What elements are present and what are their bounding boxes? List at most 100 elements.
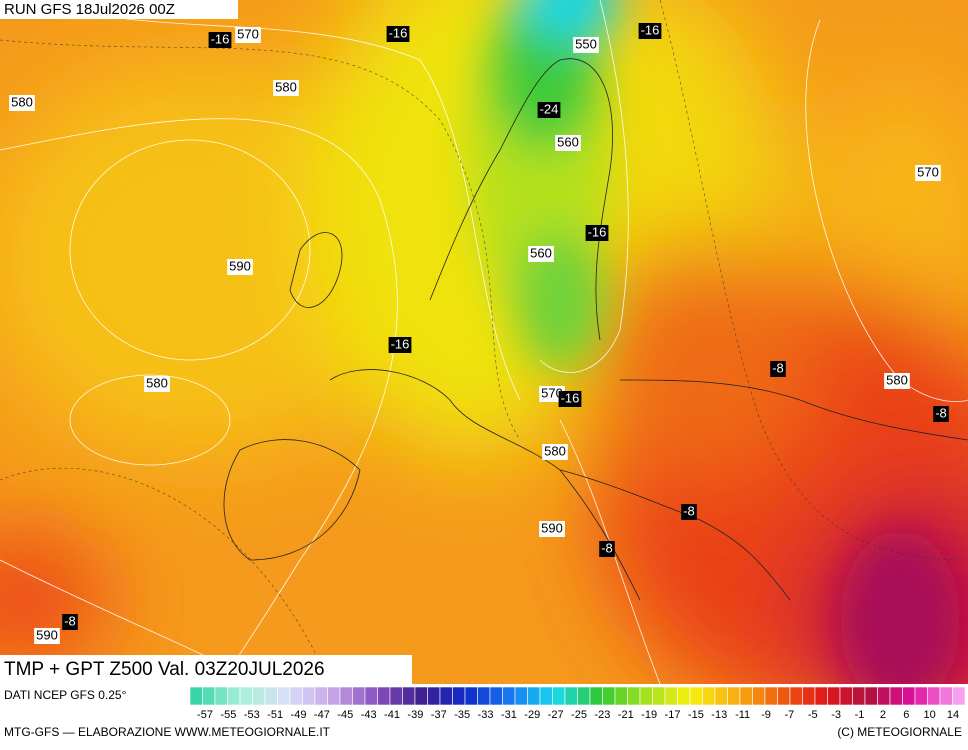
scale-swatch xyxy=(389,686,403,706)
scale-swatch xyxy=(914,686,928,706)
height-label: 580 xyxy=(11,94,33,109)
scale-label: -17 xyxy=(665,709,681,721)
scale-label: -27 xyxy=(548,709,564,721)
label-box xyxy=(585,225,609,241)
scale-swatch xyxy=(589,686,603,706)
scale-swatch xyxy=(814,686,828,706)
scale-swatch xyxy=(939,686,953,706)
scale-swatch xyxy=(664,686,678,706)
scale-label: -51 xyxy=(267,709,283,721)
scale-label: -37 xyxy=(431,709,447,721)
scale-swatch xyxy=(539,686,553,706)
scale-swatch xyxy=(489,686,503,706)
temperature-label: -8 xyxy=(601,540,613,555)
height-label: 590 xyxy=(36,627,58,642)
scale-swatch xyxy=(252,686,266,706)
height-label: 550 xyxy=(575,36,597,51)
label-box xyxy=(235,27,261,43)
height-label: 570 xyxy=(541,385,563,400)
scale-swatch xyxy=(327,686,341,706)
label-box xyxy=(227,259,253,275)
scale-swatch xyxy=(402,686,416,706)
scale-swatch xyxy=(564,686,578,706)
source-label: DATI NCEP GFS 0.25° xyxy=(4,688,127,702)
scale-swatch xyxy=(789,686,803,706)
height-label: 580 xyxy=(275,79,297,94)
scale-swatch xyxy=(852,686,866,706)
scale-swatch xyxy=(639,686,653,706)
scale-swatch xyxy=(827,686,841,706)
scale-swatch xyxy=(889,686,903,706)
scale-label: 14 xyxy=(947,709,959,721)
temperature-label: -16 xyxy=(391,336,410,351)
scale-label: -35 xyxy=(454,709,470,721)
scale-swatch xyxy=(714,686,728,706)
scale-label: 10 xyxy=(924,709,936,721)
scale-swatch xyxy=(339,686,353,706)
label-box xyxy=(144,376,170,392)
scale-label: -23 xyxy=(594,709,610,721)
scale-swatch xyxy=(752,686,766,706)
scale-swatch xyxy=(227,686,241,706)
temperature-label: -16 xyxy=(588,224,607,239)
scale-label: -31 xyxy=(501,709,517,721)
scale-swatch xyxy=(439,686,453,706)
scale-label: -7 xyxy=(784,709,794,721)
temperature-label: -24 xyxy=(540,101,559,116)
height-label: 590 xyxy=(541,520,563,535)
scale-swatch xyxy=(627,686,641,706)
temperature-label: -8 xyxy=(64,613,76,628)
scale-swatch xyxy=(452,686,466,706)
label-box xyxy=(599,541,615,557)
scale-swatch xyxy=(927,686,941,706)
scale-label: -15 xyxy=(688,709,704,721)
label-box xyxy=(537,102,561,118)
scale-label: -33 xyxy=(478,709,494,721)
label-box xyxy=(9,95,35,111)
label-box xyxy=(386,26,410,42)
label-box xyxy=(770,361,786,377)
scale-label: -45 xyxy=(337,709,353,721)
label-box xyxy=(539,521,565,537)
label-box xyxy=(558,391,582,407)
label-box xyxy=(273,80,299,96)
label-box xyxy=(542,444,568,460)
scale-label: -57 xyxy=(197,709,213,721)
temperature-label: -16 xyxy=(641,22,660,37)
scale-swatch xyxy=(477,686,491,706)
scale-label: -55 xyxy=(220,709,236,721)
contour-labels: -16 570 -16550-16580580-24560570-16560590-… xyxy=(9,22,949,644)
scale-label: -21 xyxy=(618,709,634,721)
scale-swatch xyxy=(727,686,741,706)
temperature-label: -16 xyxy=(389,25,408,40)
label-box xyxy=(388,337,412,353)
label-box xyxy=(884,373,910,389)
scale-swatch xyxy=(839,686,853,706)
scale-label: -3 xyxy=(831,709,841,721)
scale-swatch xyxy=(214,686,228,706)
scale-label: -41 xyxy=(384,709,400,721)
credit-label: MTG-GFS — ELABORAZIONE WWW.METEOGIORNALE… xyxy=(4,725,331,739)
title-box xyxy=(0,655,412,684)
scale-swatch xyxy=(414,686,428,706)
scale-label: -5 xyxy=(808,709,818,721)
height-label: 560 xyxy=(530,245,552,260)
scale-swatch xyxy=(189,686,203,706)
scale-label: -1 xyxy=(855,709,865,721)
scale-swatch xyxy=(877,686,891,706)
scale-swatch xyxy=(777,686,791,706)
color-scale: -57 -55 -53 -51 -49 -47 -45 -43 -41 -39 -37 -35 -33-… xyxy=(189,686,966,721)
scale-swatch xyxy=(314,686,328,706)
temperature-label: -16 xyxy=(561,390,580,405)
scale-label: 2 xyxy=(880,709,886,721)
temperature-label: -8 xyxy=(772,360,784,375)
scale-swatch xyxy=(464,686,478,706)
scale-swatch xyxy=(427,686,441,706)
scale-swatch xyxy=(277,686,291,706)
height-label: 560 xyxy=(557,134,579,149)
scale-label: -25 xyxy=(571,709,587,721)
scale-swatch xyxy=(364,686,378,706)
scale-label: -11 xyxy=(735,709,750,721)
